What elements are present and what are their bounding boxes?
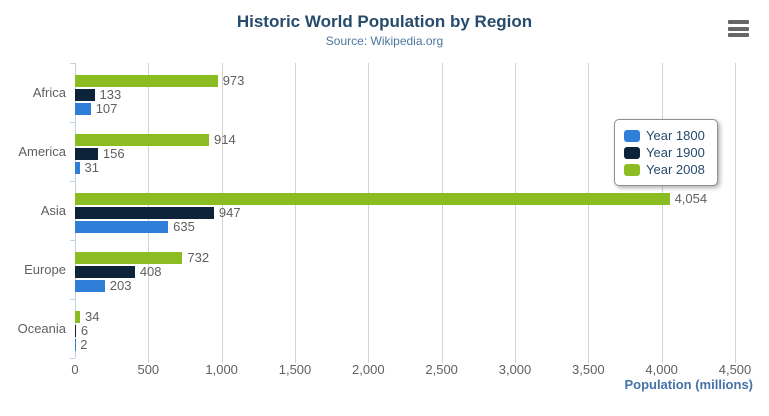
value-label-america-year-2008: 914	[214, 132, 236, 147]
category-row-america: America 914 156 31	[18, 122, 735, 181]
category-label-oceania: Oceania	[17, 321, 66, 336]
category-axis-tick	[70, 299, 75, 300]
bar-africa-year-2008[interactable]	[75, 75, 218, 87]
export-menu-button[interactable]	[728, 20, 749, 37]
bar-europe-year-2008[interactable]	[75, 252, 183, 264]
bar-europe-year-1800[interactable]	[75, 280, 105, 292]
x-tick-label: 0	[71, 362, 79, 377]
category-row-africa: Africa 973 133 107	[33, 63, 735, 122]
value-label-asia-year-1800: 635	[173, 219, 195, 234]
category-axis-tick	[70, 358, 75, 359]
bar-america-year-2008[interactable]	[75, 134, 210, 146]
legend-item-year-2008[interactable]: Year 2008	[624, 161, 705, 178]
gridline	[368, 63, 370, 363]
chart-title: Historic World Population by Region	[236, 12, 533, 31]
category-axis-tick	[70, 122, 75, 123]
bar-africa-year-1900[interactable]	[75, 89, 95, 101]
x-tick-label: 4,000	[645, 362, 678, 377]
gridline	[221, 63, 223, 363]
gridline	[515, 63, 516, 363]
gridline	[441, 63, 443, 363]
bar-oceania-year-1900[interactable]	[75, 325, 76, 337]
legend: Year 1800 Year 1900 Year 2008	[614, 119, 718, 186]
gridline	[295, 63, 296, 363]
category-axis-tick	[70, 181, 75, 182]
x-axis-tick-labels: 0 500 1,000 1,500 2,000 2,500 3,000 3,500 4,000 4…	[71, 362, 751, 378]
bar-asia-year-1900[interactable]	[75, 207, 214, 219]
value-label-oceania-year-1900: 6	[80, 323, 89, 338]
category-axis-tick	[70, 240, 75, 241]
x-tick-label: 4,500	[718, 362, 752, 377]
category-label-asia: Asia	[40, 203, 66, 218]
bar-europe-year-1900[interactable]	[75, 266, 135, 278]
category-label-europe: Europe	[24, 262, 66, 277]
value-label-oceania-year-2008: 34	[84, 309, 100, 324]
x-tick-label: 500	[137, 362, 160, 377]
bar-oceania-year-2008[interactable]	[75, 311, 80, 323]
legend-item-year-1800[interactable]: Year 1800	[624, 127, 705, 144]
bar-asia-year-2008[interactable]	[75, 193, 670, 205]
gridline	[661, 63, 663, 363]
value-label-europe-year-1800: 203	[109, 278, 132, 293]
x-tick-label: 3,500	[572, 362, 605, 377]
bar-africa-year-1800[interactable]	[75, 103, 91, 115]
legend-swatch-year-2008	[624, 163, 640, 176]
value-label-africa-year-2008: 973	[222, 73, 245, 88]
value-label-europe-year-1900: 408	[139, 264, 162, 279]
bar-asia-year-1800[interactable]	[75, 221, 169, 233]
category-row-europe: Europe 732 408 203	[24, 240, 735, 299]
plot-area: Africa 973 133 107 America 914 156 31 Asia 4,054 9…	[18, 63, 736, 363]
category-row-asia: Asia 4,054 947 635	[41, 181, 735, 240]
x-tick-label: 2,000	[352, 362, 385, 377]
legend-swatch-year-1800	[624, 129, 640, 142]
gridline	[588, 63, 590, 363]
category-axis-tick	[70, 63, 75, 64]
category-row-oceania: Oceania 34 6 2	[18, 299, 735, 358]
bar-america-year-1900[interactable]	[75, 148, 98, 160]
chart-subtitle: Source: Wikipedia.org	[325, 34, 444, 48]
category-label-america: America	[18, 144, 66, 159]
value-label-asia-year-2008: 4,054	[674, 191, 708, 206]
gridline	[735, 63, 736, 363]
value-label-oceania-year-1800: 2	[80, 337, 88, 352]
legend-label: Year 1900	[646, 145, 705, 160]
value-label-africa-year-1800: 107	[95, 101, 118, 116]
x-tick-label: 1,500	[278, 362, 312, 377]
x-tick-label: 1,000	[205, 362, 238, 377]
x-tick-label: 3,000	[498, 362, 532, 377]
value-label-europe-year-2008: 732	[187, 250, 210, 265]
value-label-asia-year-1900: 947	[218, 205, 241, 220]
legend-label: Year 1800	[646, 128, 705, 143]
value-label-america-year-1900: 156	[102, 146, 125, 161]
value-label-africa-year-1900: 133	[99, 87, 122, 102]
x-axis-title: Population (millions)	[624, 377, 753, 392]
legend-label: Year 2008	[646, 162, 705, 177]
legend-item-year-1900[interactable]: Year 1900	[624, 144, 705, 161]
bar-america-year-1800[interactable]	[75, 162, 80, 174]
category-label-africa: Africa	[32, 85, 66, 100]
value-label-america-year-1800: 31	[84, 160, 99, 175]
x-tick-label: 2,500	[425, 362, 458, 377]
legend-swatch-year-1900	[624, 146, 640, 159]
